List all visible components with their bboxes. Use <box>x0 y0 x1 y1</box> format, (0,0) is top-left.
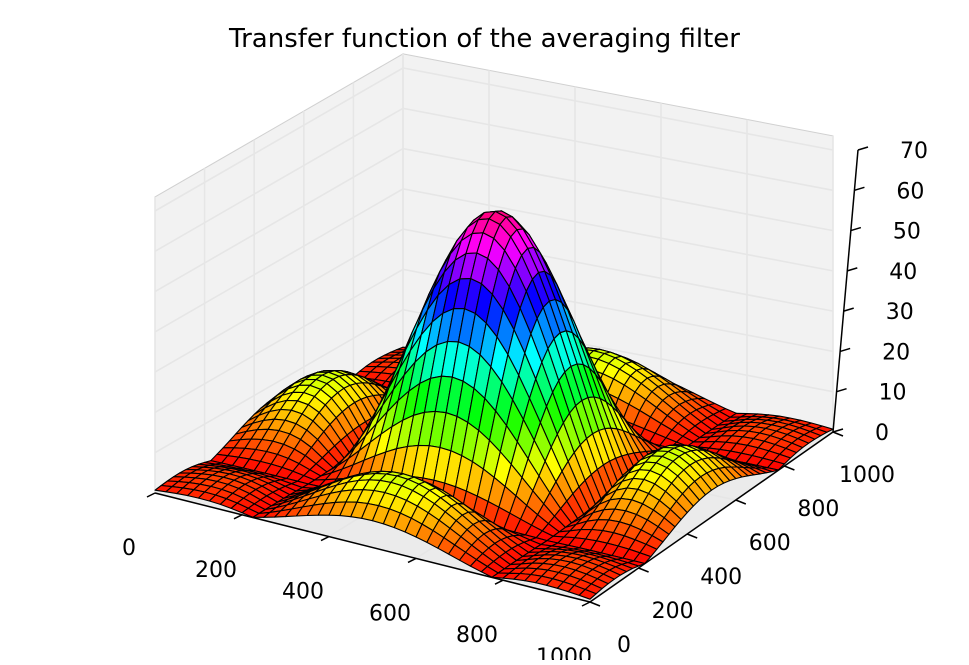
z-tick-label: 0 <box>875 421 889 446</box>
x-tick <box>147 493 155 497</box>
z-tick <box>847 268 857 271</box>
x-tick <box>582 602 590 606</box>
z-tick-label: 20 <box>882 340 910 365</box>
z-tick-label: 30 <box>886 300 914 325</box>
x-tick-label: 1000 <box>536 645 592 660</box>
x-tick <box>234 515 242 519</box>
z-tick <box>858 147 868 150</box>
y-tick-label: 0 <box>617 633 631 658</box>
z-tick <box>833 429 843 432</box>
x-tick <box>495 580 503 584</box>
z-tick-label: 50 <box>893 220 921 245</box>
z-tick <box>851 228 861 231</box>
y-tick-label: 800 <box>797 497 839 522</box>
z-tick <box>837 389 847 392</box>
y-tick <box>833 432 843 436</box>
z-tick <box>854 187 864 190</box>
x-tick <box>321 537 329 541</box>
x-tick-label: 0 <box>122 536 136 561</box>
y-tick-label: 1000 <box>839 463 895 488</box>
x-tick-label: 600 <box>369 601 411 626</box>
z-tick-label: 40 <box>889 260 917 285</box>
z-tick <box>844 308 854 311</box>
y-tick-label: 200 <box>652 599 694 624</box>
z-tick-label: 10 <box>879 381 907 406</box>
z-tick <box>840 348 850 351</box>
y-tick <box>590 602 600 606</box>
z-tick-label: 60 <box>896 179 924 204</box>
x-tick-label: 200 <box>195 558 237 583</box>
y-tick <box>784 466 794 470</box>
y-tick-label: 600 <box>749 531 791 556</box>
z-tick-label: 70 <box>900 139 928 164</box>
y-tick <box>639 568 649 572</box>
y-tick-label: 400 <box>700 565 742 590</box>
x-tick <box>408 558 416 562</box>
chart-title: Transfer function of the averaging filte… <box>0 24 969 54</box>
x-tick-label: 800 <box>456 623 498 648</box>
y-tick <box>736 500 746 504</box>
y-tick <box>687 534 697 538</box>
x-tick-label: 400 <box>282 580 324 605</box>
